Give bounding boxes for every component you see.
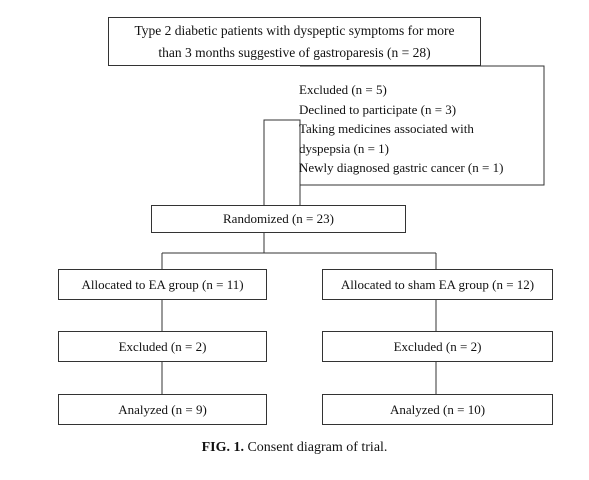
enrollment-connector — [263, 119, 301, 205]
left-analyzed-label: Analyzed (n = 9) — [118, 401, 207, 417]
left-excluded-box: Excluded (n = 2) — [58, 331, 267, 362]
excluded-line-3: Taking medicines associated with — [299, 121, 474, 136]
excluded-line-1: Excluded (n = 5) — [299, 82, 387, 97]
exclusion-box-outline — [300, 65, 545, 186]
caption-text: Consent diagram of trial. — [247, 440, 388, 455]
right-excluded-label: Excluded (n = 2) — [393, 338, 482, 354]
excluded-top-text: Excluded (n = 5) Declined to participate… — [299, 80, 503, 178]
excluded-line-5: Newly diagnosed gastric cancer (n = 1) — [299, 160, 504, 175]
randomized-box: Randomized (n = 23) — [151, 205, 406, 233]
left-allocated-box: Allocated to EA group (n = 11) — [58, 269, 267, 300]
right-excluded-box: Excluded (n = 2) — [322, 331, 553, 362]
enrollment-line-2: than 3 months suggestive of gastroparesi… — [158, 44, 431, 60]
left-allocated-label: Allocated to EA group (n = 11) — [81, 276, 244, 292]
right-allocated-label: Allocated to sham EA group (n = 12) — [340, 276, 535, 292]
enrollment-line-1: Type 2 diabetic patients with dyspeptic … — [134, 22, 455, 38]
excluded-line-2: Declined to participate (n = 3) — [299, 101, 457, 117]
randomized-label: Randomized (n = 23) — [223, 211, 334, 226]
caption-label: FIG. 1. — [201, 440, 244, 455]
figure-caption: FIG. 1. Consent diagram of trial. — [0, 440, 589, 456]
right-analyzed-box: Analyzed (n = 10) — [322, 394, 553, 425]
right-analyzed-label: Analyzed (n = 10) — [389, 401, 486, 417]
left-excluded-label: Excluded (n = 2) — [118, 338, 207, 354]
left-analyzed-box: Analyzed (n = 9) — [58, 394, 267, 425]
excluded-line-4: dyspepsia (n = 1) — [299, 140, 390, 156]
right-allocated-box: Allocated to sham EA group (n = 12) — [322, 269, 553, 300]
enrollment-box: Type 2 diabetic patients with dyspeptic … — [108, 17, 481, 66]
